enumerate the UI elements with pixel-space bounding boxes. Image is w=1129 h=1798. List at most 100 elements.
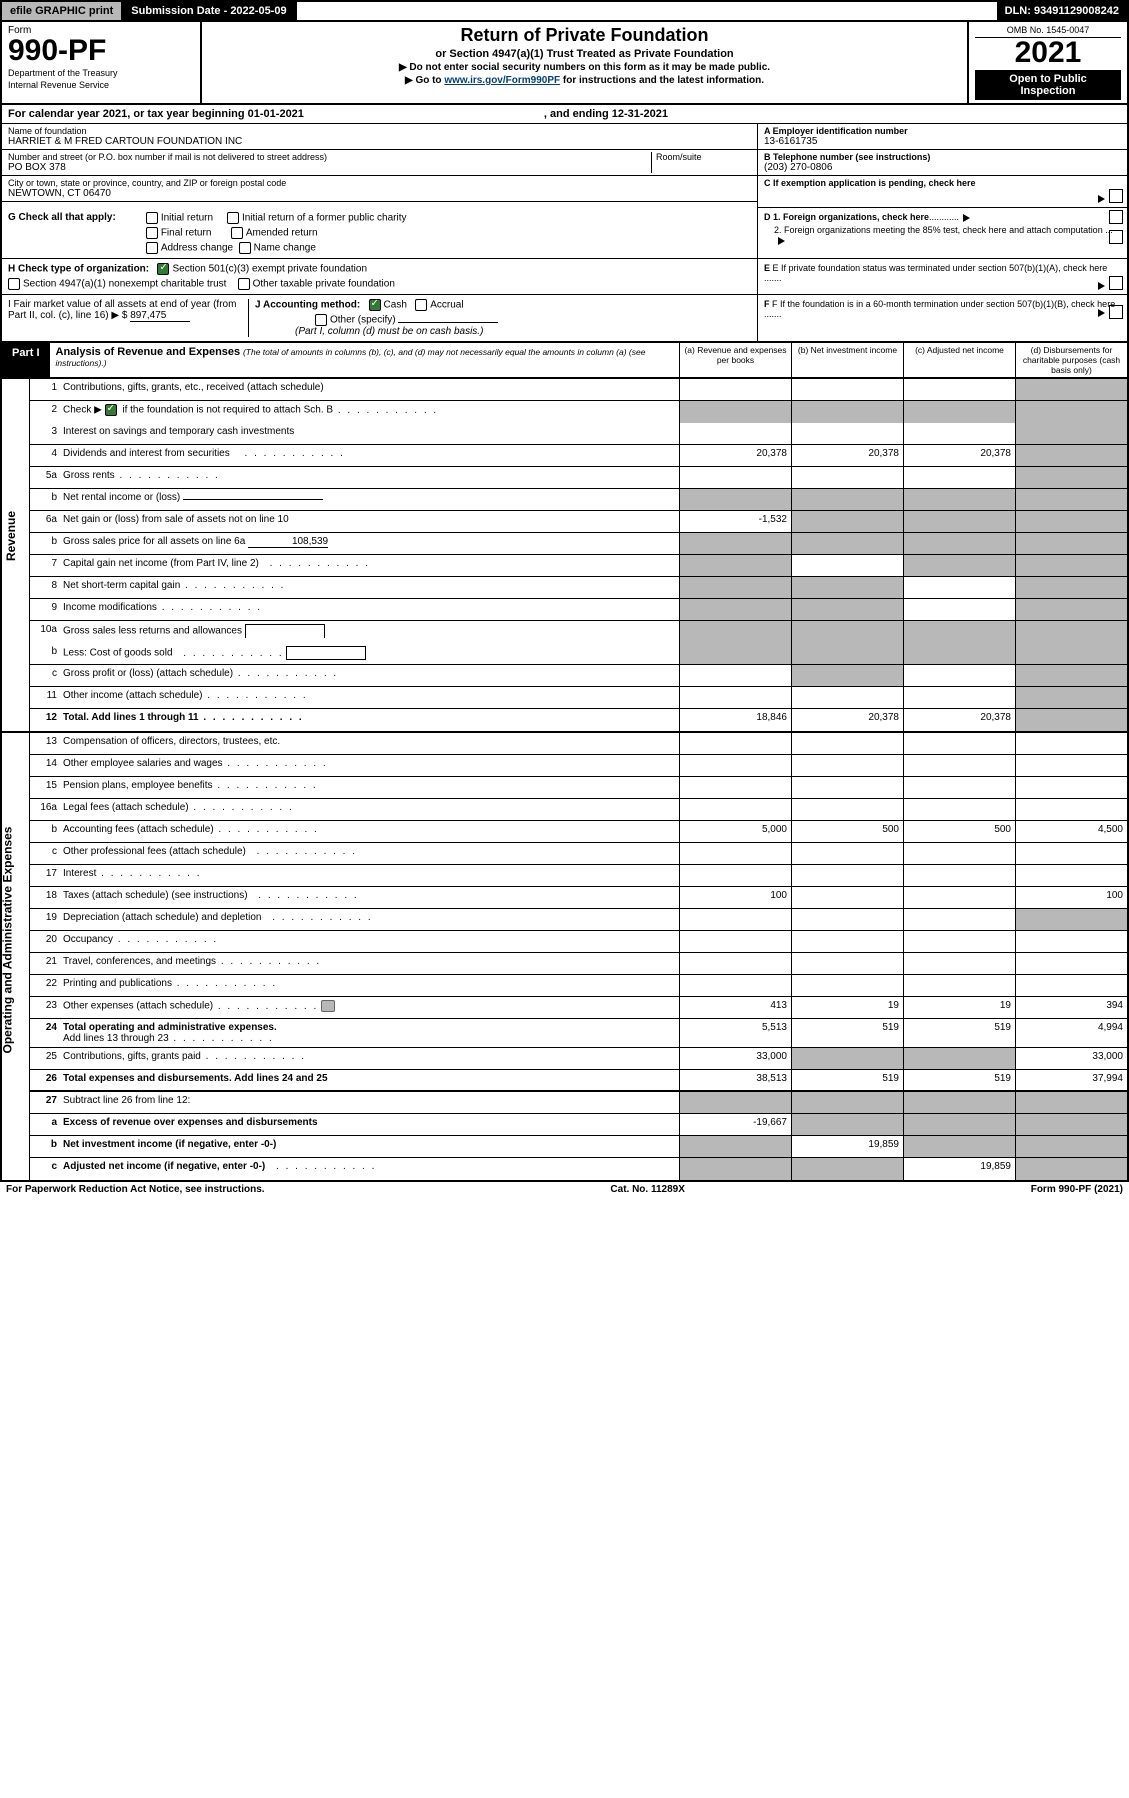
row-27b: bNet investment income (if negative, ent…	[30, 1136, 1127, 1158]
form-note-ssn: ▶ Do not enter social security numbers o…	[208, 62, 961, 73]
row-27: 27Subtract line 26 from line 12:	[30, 1092, 1127, 1114]
501c3-checkbox[interactable]	[157, 263, 169, 275]
row-18: 18Taxes (attach schedule) (see instructi…	[30, 887, 1127, 909]
submission-date: Submission Date - 2022-05-09	[123, 2, 296, 20]
col-c-header: (c) Adjusted net income	[903, 343, 1015, 377]
opt-initial: Initial return	[161, 213, 213, 224]
row-16a: 16aLegal fees (attach schedule)	[30, 799, 1127, 821]
revenue-sidelabel: Revenue	[2, 379, 30, 731]
footer-right: Form 990-PF (2021)	[1031, 1184, 1123, 1195]
ein-value: 13-6161735	[764, 136, 1121, 147]
row-15: 15Pension plans, employee benefits	[30, 777, 1127, 799]
row-13: 13Compensation of officers, directors, t…	[30, 733, 1127, 755]
exemption-cell: C If exemption application is pending, c…	[758, 176, 1127, 208]
efile-print-button[interactable]: efile GRAPHIC print	[2, 2, 123, 20]
d1-label: D 1. Foreign organizations, check here	[764, 212, 929, 222]
expenses-label: Operating and Administrative Expenses	[0, 827, 14, 1054]
row-3: 3Interest on savings and temporary cash …	[30, 423, 1127, 445]
other-taxable-checkbox[interactable]	[238, 278, 250, 290]
f-checkbox[interactable]	[1109, 305, 1123, 319]
h-opt1: Section 501(c)(3) exempt private foundat…	[172, 264, 367, 275]
other-method-checkbox[interactable]	[315, 314, 327, 326]
row-1: 1Contributions, gifts, grants, etc., rec…	[30, 379, 1127, 401]
final-return-checkbox[interactable]	[146, 227, 158, 239]
initial-public-checkbox[interactable]	[227, 212, 239, 224]
4947-checkbox[interactable]	[8, 278, 20, 290]
opt-name-change: Name change	[254, 243, 316, 254]
arrow-icon	[1098, 195, 1105, 203]
form-note-link: ▶ Go to www.irs.gov/Form990PF for instru…	[208, 75, 961, 86]
part1-desc: Analysis of Revenue and Expenses (The to…	[50, 343, 679, 377]
col-d-header: (d) Disbursements for charitable purpose…	[1015, 343, 1127, 377]
exemption-label: C If exemption application is pending, c…	[764, 178, 976, 188]
attachment-icon[interactable]	[321, 1000, 335, 1012]
arrow-icon	[963, 214, 970, 222]
part1-header: Part I Analysis of Revenue and Expenses …	[0, 343, 1129, 379]
arrow-icon	[778, 237, 785, 245]
initial-return-checkbox[interactable]	[146, 212, 158, 224]
address: PO BOX 378	[8, 162, 651, 173]
expenses-sidelabel: Operating and Administrative Expenses	[2, 733, 30, 1180]
ij-row: I Fair market value of all assets at end…	[0, 295, 1129, 343]
j-note: (Part I, column (d) must be on cash basi…	[295, 326, 751, 337]
note-post: for instructions and the latest informat…	[560, 75, 764, 86]
topbar: efile GRAPHIC print Submission Date - 20…	[0, 0, 1129, 22]
revenue-table: Revenue 1Contributions, gifts, grants, e…	[0, 379, 1129, 733]
accrual-checkbox[interactable]	[415, 299, 427, 311]
city-label: City or town, state or province, country…	[8, 178, 751, 188]
expenses-rows: 13Compensation of officers, directors, t…	[30, 733, 1127, 1180]
open-line1: Open to Public	[977, 73, 1119, 85]
room-label: Room/suite	[656, 152, 751, 162]
header-right: OMB No. 1545-0047 2021 Open to Public In…	[967, 22, 1127, 103]
expenses-table: Operating and Administrative Expenses 13…	[0, 733, 1129, 1182]
footer-center: Cat. No. 11289X	[610, 1184, 684, 1195]
open-public: Open to Public Inspection	[975, 70, 1121, 100]
row-4: 4Dividends and interest from securities2…	[30, 445, 1127, 467]
part1-title: Analysis of Revenue and Expenses	[56, 346, 241, 358]
d2-label: 2. Foreign organizations meeting the 85%…	[774, 225, 1113, 235]
calendar-begin: For calendar year 2021, or tax year begi…	[8, 108, 304, 120]
row-16b: bAccounting fees (attach schedule)5,0005…	[30, 821, 1127, 843]
column-headers: (a) Revenue and expenses per books (b) N…	[679, 343, 1127, 377]
info-block: Name of foundation HARRIET & M FRED CART…	[0, 124, 1129, 208]
row-10a: 10aGross sales less returns and allowanc…	[30, 621, 1127, 643]
dept-treasury: Department of the Treasury	[8, 68, 194, 78]
g-label: G Check all that apply:	[8, 212, 116, 254]
d1-checkbox[interactable]	[1109, 210, 1123, 224]
opt-final: Final return	[161, 228, 212, 239]
row-27a: aExcess of revenue over expenses and dis…	[30, 1114, 1127, 1136]
row-20: 20Occupancy	[30, 931, 1127, 953]
foundation-name: HARRIET & M FRED CARTOUN FOUNDATION INC	[8, 136, 751, 147]
footer: For Paperwork Reduction Act Notice, see …	[0, 1182, 1129, 1197]
j-cash: Cash	[384, 300, 407, 311]
row-23: 23Other expenses (attach schedule) 41319…	[30, 997, 1127, 1019]
form-subtitle: or Section 4947(a)(1) Trust Treated as P…	[208, 48, 961, 60]
e-checkbox[interactable]	[1109, 276, 1123, 290]
e-label: E If private foundation status was termi…	[764, 263, 1107, 283]
form-header: Form 990-PF Department of the Treasury I…	[0, 22, 1129, 105]
e-check-right: E E If private foundation status was ter…	[757, 259, 1127, 294]
schb-checkbox[interactable]	[105, 404, 117, 416]
col-b-header: (b) Net investment income	[791, 343, 903, 377]
note-pre: ▶ Go to	[405, 75, 444, 86]
row-21: 21Travel, conferences, and meetings	[30, 953, 1127, 975]
exemption-checkbox[interactable]	[1109, 189, 1123, 203]
arrow-icon	[1098, 309, 1105, 317]
h-opt3: Other taxable private foundation	[253, 279, 395, 290]
irs-link[interactable]: www.irs.gov/Form990PF	[444, 75, 560, 86]
info-right: A Employer identification number 13-6161…	[757, 124, 1127, 208]
d-check-right: D 1. Foreign organizations, check here..…	[757, 208, 1127, 258]
arrow-icon	[1098, 282, 1105, 290]
amended-checkbox[interactable]	[231, 227, 243, 239]
cash-checkbox[interactable]	[369, 299, 381, 311]
footer-left: For Paperwork Reduction Act Notice, see …	[6, 1184, 265, 1195]
row-8: 8Net short-term capital gain	[30, 577, 1127, 599]
row-6a: 6aNet gain or (loss) from sale of assets…	[30, 511, 1127, 533]
row-5a: 5aGross rents	[30, 467, 1127, 489]
name-change-checkbox[interactable]	[239, 242, 251, 254]
d2-checkbox[interactable]	[1109, 230, 1123, 244]
address-change-checkbox[interactable]	[146, 242, 158, 254]
row-12: 12Total. Add lines 1 through 1118,84620,…	[30, 709, 1127, 731]
form-number: 990-PF	[8, 36, 194, 66]
row-27c: cAdjusted net income (if negative, enter…	[30, 1158, 1127, 1180]
